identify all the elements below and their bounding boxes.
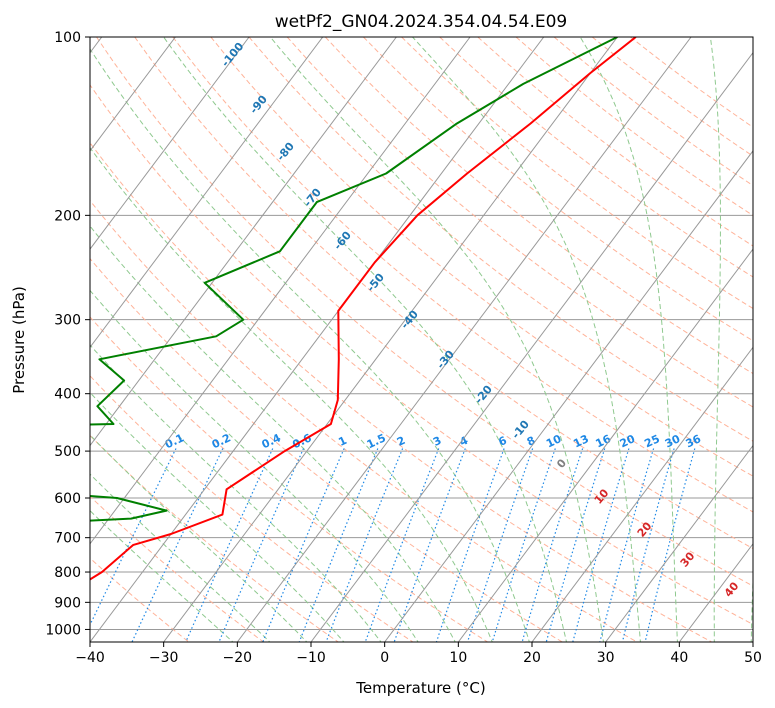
dry-adiabat [90, 199, 639, 642]
x-tick-label: 40 [670, 650, 688, 666]
y-tick-label: 400 [54, 387, 81, 403]
moist-adiabat [90, 473, 271, 642]
moist-adiabat [90, 289, 419, 642]
x-tick-label: 20 [523, 650, 541, 666]
dry-adiabat [324, 37, 753, 375]
isotherm [163, 37, 618, 642]
x-tick-label: −40 [75, 650, 105, 666]
isotherm [90, 37, 471, 545]
dry-adiabat [90, 257, 564, 642]
dry-adiabat [90, 84, 753, 625]
isotherm [90, 37, 397, 447]
dry-adiabat [363, 37, 753, 342]
temperature-profile-line [90, 37, 637, 581]
mixing-ratio-label: 16 [594, 432, 614, 450]
x-axis-label: Temperature (°C) [355, 679, 485, 697]
mixing-ratio-line [621, 448, 675, 642]
x-tick-label: 0 [380, 650, 389, 666]
mixing-ratio-label: 10 [544, 432, 564, 450]
x-tick-label: 30 [597, 650, 615, 666]
moist-adiabat [269, 37, 605, 642]
mixing-ratio-line [599, 448, 655, 642]
y-tick-label: 800 [54, 565, 81, 581]
mixing-ratio-label: 25 [642, 432, 661, 450]
mixing-ratio-line [298, 448, 379, 642]
dry-adiabat [96, 37, 753, 587]
moist-adiabat [750, 567, 753, 642]
x-tick-label: −10 [296, 650, 326, 666]
mixing-ratio-line [325, 448, 404, 642]
isotherm [90, 37, 250, 250]
isotherm [310, 51, 753, 642]
mixing-ratio-line [644, 448, 696, 642]
dry-adiabat [286, 37, 753, 408]
isotherm [457, 248, 753, 642]
isotherm [384, 150, 753, 642]
isotherm [531, 346, 753, 642]
moist-adiabat [90, 391, 345, 642]
y-tick-label: 600 [54, 491, 81, 507]
mixing-ratio-line [185, 448, 274, 642]
dry-adiabat [90, 495, 265, 642]
mixing-ratio-label: 30 [663, 432, 683, 450]
moist-adiabat [709, 37, 721, 642]
moist-adiabat [579, 37, 678, 642]
mixing-ratio-line [521, 448, 584, 642]
isotherm [90, 37, 545, 642]
y-tick-label: 500 [54, 444, 81, 460]
y-tick-label: 900 [54, 595, 81, 611]
dry-adiabat [90, 375, 414, 642]
dry-adiabat [248, 37, 753, 442]
dewpoint-profile-line [90, 37, 618, 522]
mixing-ratio-line [262, 448, 345, 642]
mixing-ratio-label: 36 [684, 432, 704, 450]
mixing-ratio-line [435, 448, 505, 642]
moist-adiabat [412, 37, 642, 642]
dry-adiabat [401, 37, 753, 310]
mixing-ratio-line [90, 448, 177, 627]
dry-adiabat [90, 142, 713, 642]
y-tick-label: 300 [54, 313, 81, 329]
mixing-ratio-label: 20 [618, 432, 638, 450]
y-tick-label: 700 [54, 531, 81, 547]
plot-frame [89, 36, 754, 643]
isotherm [90, 37, 324, 349]
isotherm [90, 37, 176, 152]
y-axis-label: Pressure (hPa) [10, 286, 28, 394]
chart-title: wetPf2_GN04.2024.354.04.54.E09 [275, 12, 567, 32]
dry-adiabat [90, 316, 489, 642]
mixing-ratio-line [545, 448, 606, 642]
mixing-ratio-line [218, 448, 305, 642]
y-tick-label: 200 [54, 208, 81, 224]
x-tick-label: −20 [223, 650, 253, 666]
isotherm [236, 37, 692, 642]
y-tick-label: 100 [54, 30, 81, 46]
isotherm [605, 444, 753, 642]
x-tick-label: −30 [149, 650, 179, 666]
moist-adiabat [90, 48, 530, 642]
y-tick-label: 1000 [45, 622, 81, 638]
mixing-ratio-label: 13 [571, 432, 590, 450]
x-tick-label: 10 [449, 650, 467, 666]
mixing-ratio-line [572, 448, 630, 642]
dry-adiabat [134, 37, 753, 550]
x-tick-label: 50 [744, 650, 762, 666]
